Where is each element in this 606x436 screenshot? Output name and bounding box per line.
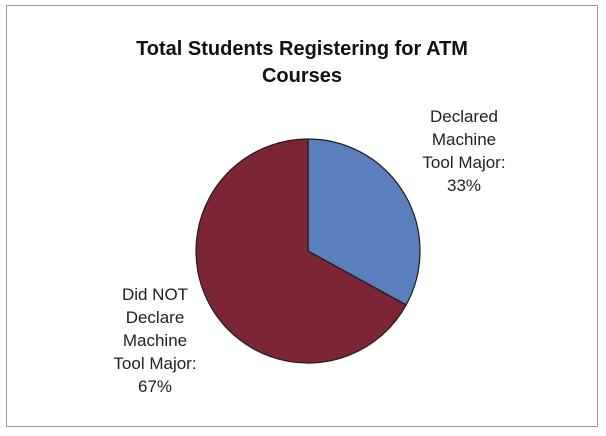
chart-frame: Total Students Registering for ATM Cours… — [6, 5, 598, 427]
slice-label-not-declared-line-2: Declare — [125, 308, 185, 327]
slice-label-not-declared-line-5: 67% — [137, 377, 173, 396]
chart-title: Total Students Registering for ATM Cours… — [7, 36, 597, 90]
slice-label-declared-line-3: Tool Major: — [422, 153, 506, 172]
slice-label-declared-line-4: 33% — [446, 176, 482, 195]
pie-chart — [195, 138, 421, 364]
slice-label-not-declared-line-4: Tool Major: — [113, 354, 197, 373]
pie-slice-declared — [307, 138, 421, 306]
slice-label-not-declared: Did NOT Declare Machine Tool Major: 67% — [90, 283, 220, 398]
slice-label-declared-line-1: Declared — [429, 107, 499, 126]
slice-label-not-declared-line-3: Machine — [122, 331, 188, 350]
pie-slice-not-declared — [195, 138, 407, 364]
slice-label-declared-line-2: Machine — [431, 130, 497, 149]
chart-title-line-2: Courses — [261, 65, 343, 87]
chart-title-line-1: Total Students Registering for ATM — [136, 38, 468, 60]
slice-label-not-declared-line-1: Did NOT — [121, 285, 189, 304]
slice-label-declared: Declared Machine Tool Major: 33% — [399, 105, 529, 197]
